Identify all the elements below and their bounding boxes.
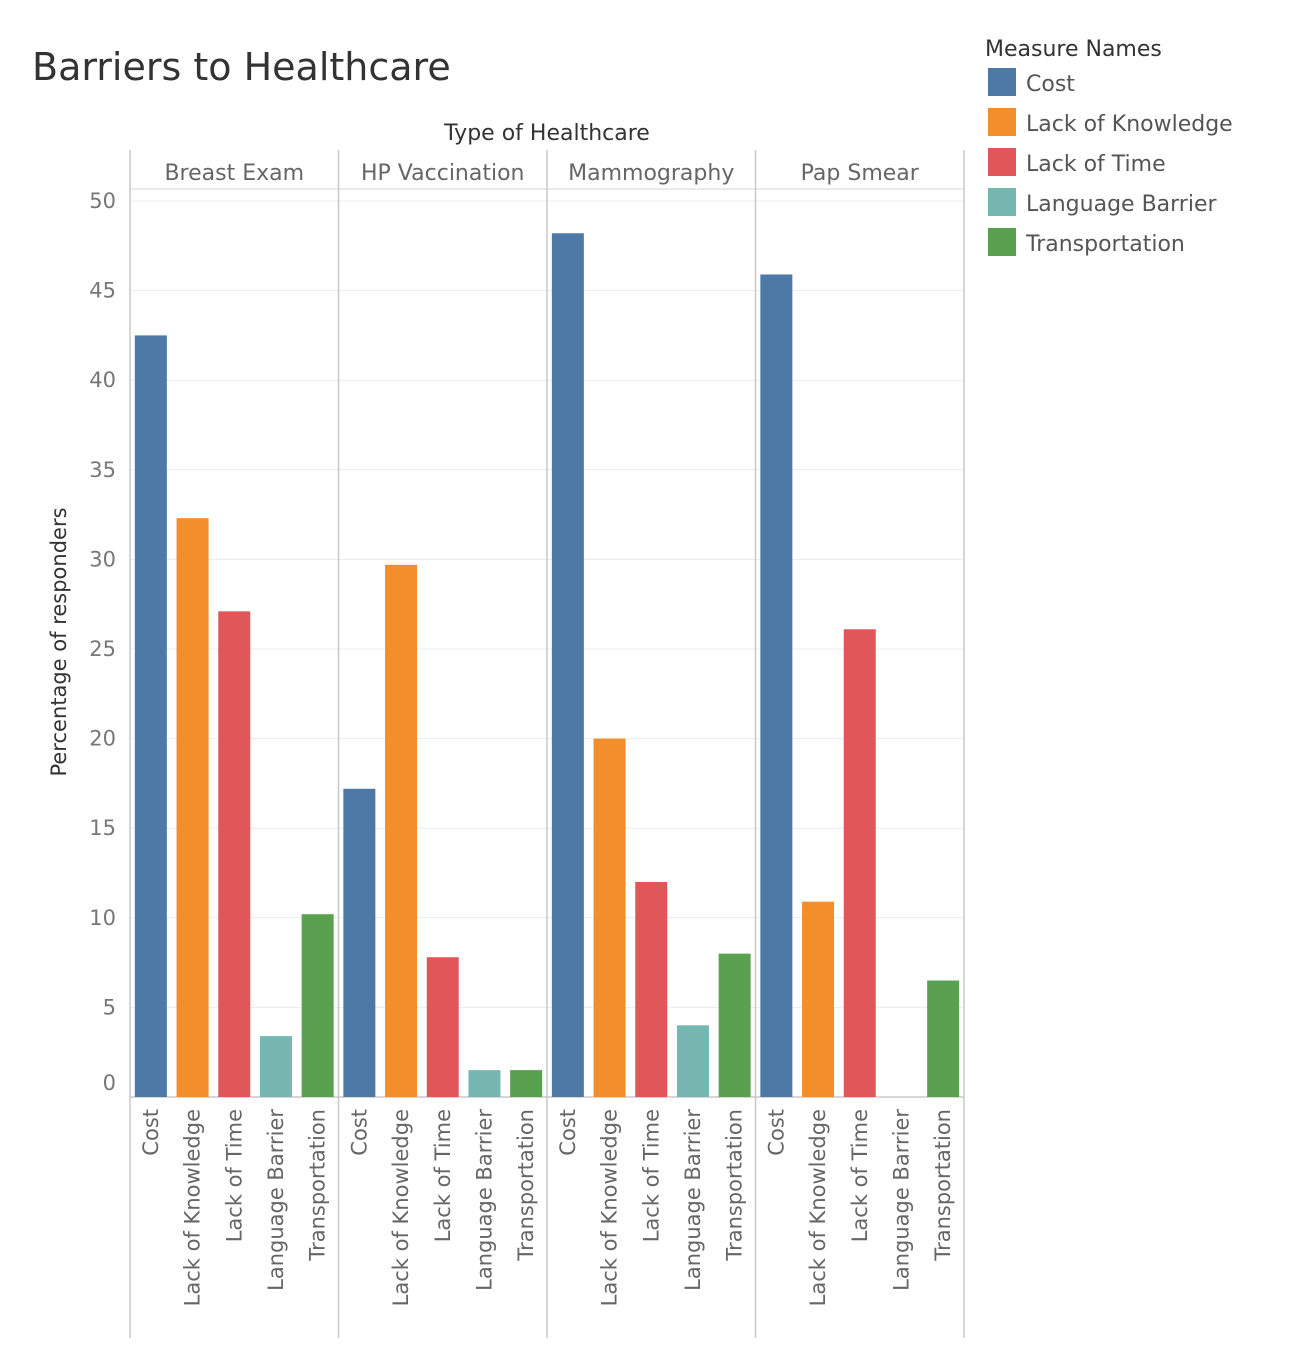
bar-lack-of-time	[426, 957, 459, 1097]
x-tick-label: Cost	[139, 1109, 163, 1156]
x-tick-label: Transportation	[723, 1109, 747, 1262]
y-tick-label: 10	[89, 906, 116, 930]
x-tick-label: Lack of Time	[639, 1109, 663, 1242]
panels: Breast Exam Cost Lack of Knowledge Lack of …	[129, 150, 965, 1338]
x-tick-label: Transportation	[931, 1109, 955, 1262]
panel-breast-exam: Breast Exam Cost Lack of Knowledge Lack of …	[134, 161, 334, 1306]
legend-label: Transportation	[1025, 232, 1185, 257]
legend-swatch	[988, 188, 1016, 216]
x-tick-label: Lack of Knowledge	[598, 1109, 622, 1306]
x-tick-label: Language Barrier	[681, 1109, 705, 1291]
x-tick-label: Language Barrier	[264, 1109, 288, 1291]
y-tick-label: 25	[89, 637, 116, 661]
legend-swatch	[988, 68, 1016, 96]
legend-label: Lack of Knowledge	[1026, 112, 1233, 137]
bar-lack-of-knowledge	[802, 901, 835, 1097]
panel-header: Pap Smear	[801, 161, 920, 186]
bar-language-barrier	[468, 1070, 501, 1097]
y-tick-label: 50	[89, 189, 116, 213]
bar-transportation	[718, 953, 751, 1097]
panel-header: Breast Exam	[164, 161, 304, 186]
y-axis-label: Percentage of responders	[47, 507, 71, 776]
bar-language-barrier	[259, 1036, 292, 1097]
x-tick-label: Transportation	[306, 1109, 330, 1262]
x-tick-label: Cost	[556, 1109, 580, 1156]
y-tick-label: 0	[103, 1071, 116, 1095]
x-tick-label: Language Barrier	[889, 1109, 913, 1291]
legend-swatch	[988, 228, 1016, 256]
legend-label: Lack of Time	[1026, 152, 1166, 177]
bar-lack-of-knowledge	[176, 518, 209, 1097]
x-tick-label: Lack of Knowledge	[181, 1109, 205, 1306]
bar-lack-of-knowledge	[385, 564, 418, 1097]
column-header: Type of Healthcare	[443, 121, 650, 146]
bar-cost	[343, 788, 376, 1097]
bar-lack-of-time	[843, 629, 876, 1097]
x-tick-label: Language Barrier	[472, 1109, 496, 1291]
y-tick-label: 30	[89, 547, 116, 571]
x-tick-label: Lack of Time	[848, 1109, 872, 1242]
bar-lack-of-time	[218, 611, 251, 1097]
x-tick-label: Cost	[347, 1109, 371, 1156]
legend-item-lack-of-knowledge: Lack of Knowledge	[988, 108, 1233, 137]
bar-cost	[551, 233, 584, 1098]
y-tick-label: 5	[103, 995, 116, 1019]
y-tick-label: 40	[89, 368, 116, 392]
bar-transportation	[510, 1070, 543, 1097]
bar-language-barrier	[676, 1025, 709, 1097]
bar-transportation	[301, 914, 334, 1097]
legend-swatch	[988, 108, 1016, 136]
x-tick-label: Transportation	[514, 1109, 538, 1262]
x-tick-label: Lack of Time	[431, 1109, 455, 1242]
legend: Measure Names Cost Lack of Knowledge Lack …	[985, 37, 1233, 257]
y-tick-label: 15	[89, 816, 116, 840]
panel-hp-vaccination: HP Vaccination Cost Lack of Knowledge Lack …	[337, 150, 543, 1338]
legend-item-cost: Cost	[988, 68, 1075, 97]
panel-header: HP Vaccination	[361, 161, 525, 186]
bar-cost	[134, 335, 167, 1097]
y-tick-label: 45	[89, 279, 116, 303]
legend-item-lack-of-time: Lack of Time	[988, 148, 1166, 177]
legend-swatch	[988, 148, 1016, 176]
x-tick-label: Lack of Knowledge	[389, 1109, 413, 1306]
bar-lack-of-time	[635, 881, 668, 1097]
legend-item-transportation: Transportation	[988, 228, 1185, 257]
bar-cost	[760, 274, 793, 1097]
panel-mammography: Mammography Cost Lack of Knowledge Lack of …	[546, 150, 751, 1338]
legend-label: Cost	[1026, 72, 1075, 97]
legend-item-language-barrier: Language Barrier	[988, 188, 1217, 217]
bar-lack-of-knowledge	[593, 738, 626, 1097]
y-axis-ticks: 0 5 10 15 20 25 30 35 40 45 50	[89, 189, 116, 1095]
panel-header: Mammography	[568, 161, 734, 186]
chart-title: Barriers to Healthcare	[32, 45, 451, 89]
bar-transportation	[927, 980, 960, 1097]
x-tick-label: Lack of Time	[222, 1109, 246, 1242]
panel-pap-smear: Pap Smear Cost Lack of Knowledge Lack of Ti…	[754, 150, 960, 1338]
y-tick-label: 20	[89, 727, 116, 751]
x-tick-label: Cost	[764, 1109, 788, 1156]
x-tick-label: Lack of Knowledge	[806, 1109, 830, 1306]
legend-title: Measure Names	[985, 37, 1162, 62]
legend-label: Language Barrier	[1026, 192, 1217, 217]
y-tick-label: 35	[89, 458, 116, 482]
